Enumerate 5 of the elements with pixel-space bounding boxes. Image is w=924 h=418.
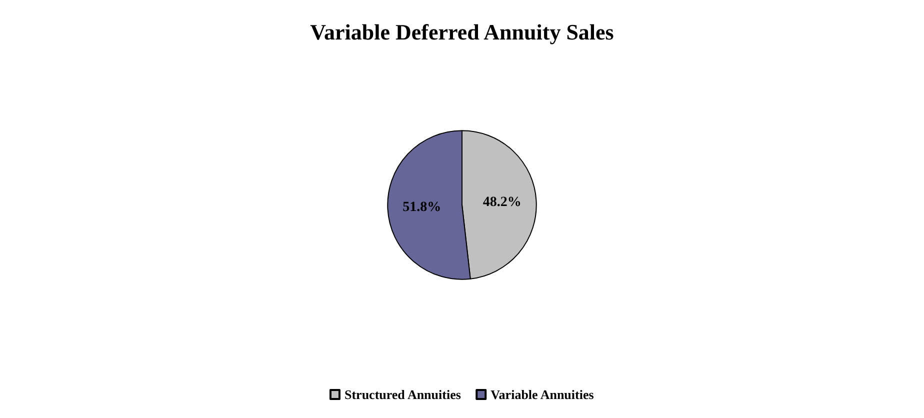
legend-label: Variable Annuities xyxy=(490,387,594,402)
legend-label: Structured Annuities xyxy=(344,387,461,402)
data-label: 51.8% xyxy=(402,200,442,215)
chart-title: Variable Deferred Annuity Sales xyxy=(310,20,614,44)
data-label: 48.2% xyxy=(482,195,522,210)
